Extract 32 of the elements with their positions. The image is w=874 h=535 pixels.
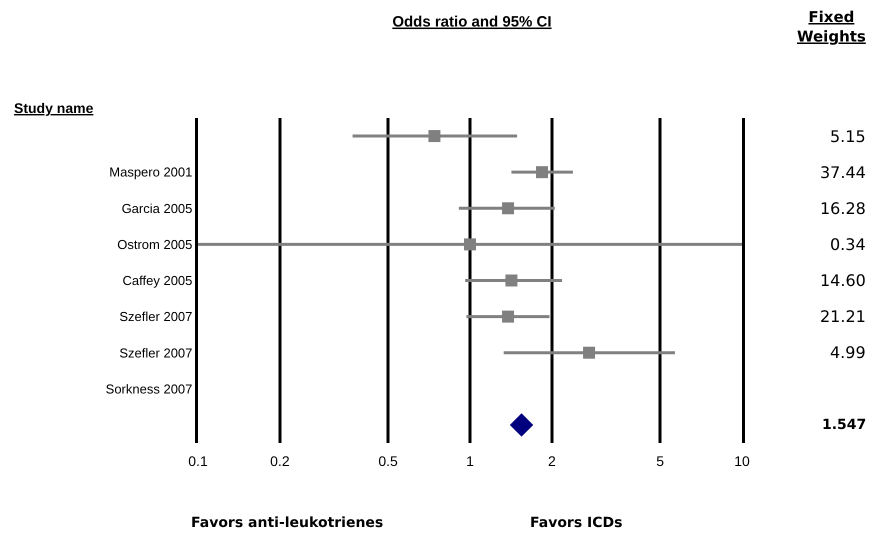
x-tick-label: 1 (466, 453, 474, 469)
x-tick-label: 0.1 (188, 453, 208, 469)
x-tick-label: 2 (548, 453, 556, 469)
x-tick-label: 5 (656, 453, 664, 469)
y-tick-label: Garcia 2005 (122, 200, 192, 216)
y-tick-label: Maspero 2001 (109, 164, 192, 180)
y-tick-label: Ostrom 2005 (117, 236, 192, 252)
point (505, 274, 518, 286)
text: Favors ICDs (530, 515, 622, 531)
point (510, 413, 534, 437)
text: 21.21 (820, 307, 866, 326)
y-tick-label: Caffey 2005 (122, 273, 192, 288)
x-tick-label: 10 (734, 453, 750, 469)
point (536, 166, 548, 178)
y-tick-label: Szefler 2007 (119, 345, 192, 360)
y-tick-label: Szefler 2007 (119, 309, 192, 324)
text: Favors anti-leukotrienes (191, 515, 384, 531)
y-tick-label: Sorkness 2007 (106, 381, 192, 396)
point (502, 310, 514, 323)
text: 4.99 (830, 343, 866, 362)
text: 5.15 (830, 127, 866, 146)
text: Fixed Weights (797, 8, 866, 46)
point (502, 202, 514, 214)
y-axis-title: Study name (14, 100, 94, 116)
text: 0.34 (830, 235, 866, 254)
text: 1.547 (822, 417, 866, 433)
text: 37.44 (820, 163, 866, 182)
x-tick-label: 0.2 (270, 453, 290, 469)
x-tick-label: 0.5 (378, 453, 398, 469)
text: 16.28 (820, 199, 866, 218)
chart-title: Odds ratio and 95% CI (392, 14, 552, 31)
text: 14.60 (820, 271, 866, 290)
